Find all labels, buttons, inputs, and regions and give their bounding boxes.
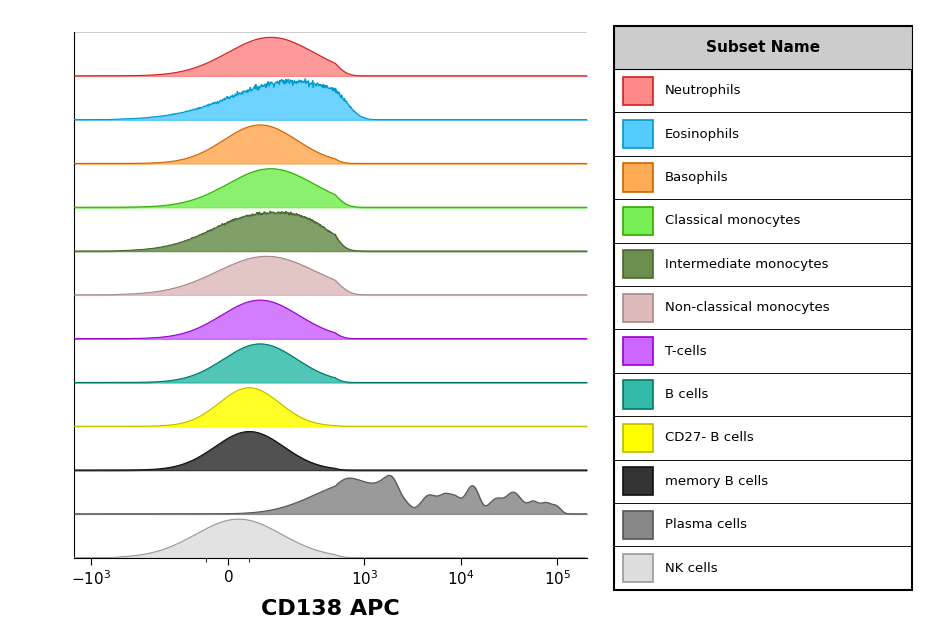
Bar: [624, 77, 654, 105]
Text: T-cells: T-cells: [665, 345, 707, 358]
Bar: [624, 294, 654, 322]
Bar: [624, 510, 654, 538]
Bar: [624, 207, 654, 235]
Bar: [624, 380, 654, 408]
Bar: [614, 503, 912, 546]
Text: memory B cells: memory B cells: [665, 475, 768, 488]
Bar: [624, 337, 654, 365]
Text: Non-classical monocytes: Non-classical monocytes: [665, 301, 830, 314]
X-axis label: CD138 APC: CD138 APC: [261, 599, 400, 619]
Bar: [614, 156, 912, 199]
Text: Subset Name: Subset Name: [707, 40, 820, 55]
Bar: [614, 329, 912, 373]
Text: B cells: B cells: [665, 388, 708, 401]
Text: NK cells: NK cells: [665, 562, 718, 574]
Bar: [614, 546, 912, 590]
Bar: [624, 163, 654, 192]
Text: Classical monocytes: Classical monocytes: [665, 214, 801, 228]
Bar: [614, 112, 912, 156]
Text: CD27- B cells: CD27- B cells: [665, 431, 754, 444]
Bar: [624, 120, 654, 148]
Bar: [614, 199, 912, 242]
Bar: [624, 554, 654, 582]
Bar: [614, 416, 912, 460]
Bar: [614, 286, 912, 329]
Bar: [624, 250, 654, 278]
Text: Intermediate monocytes: Intermediate monocytes: [665, 258, 829, 271]
Bar: [624, 424, 654, 452]
Bar: [614, 242, 912, 286]
Text: Neutrophils: Neutrophils: [665, 84, 742, 97]
Bar: [614, 460, 912, 503]
Bar: [614, 373, 912, 416]
Text: Plasma cells: Plasma cells: [665, 518, 747, 531]
Bar: [614, 26, 912, 69]
Text: Eosinophils: Eosinophils: [665, 128, 740, 140]
Text: Basophils: Basophils: [665, 171, 729, 184]
Bar: [624, 467, 654, 495]
Bar: [614, 69, 912, 112]
